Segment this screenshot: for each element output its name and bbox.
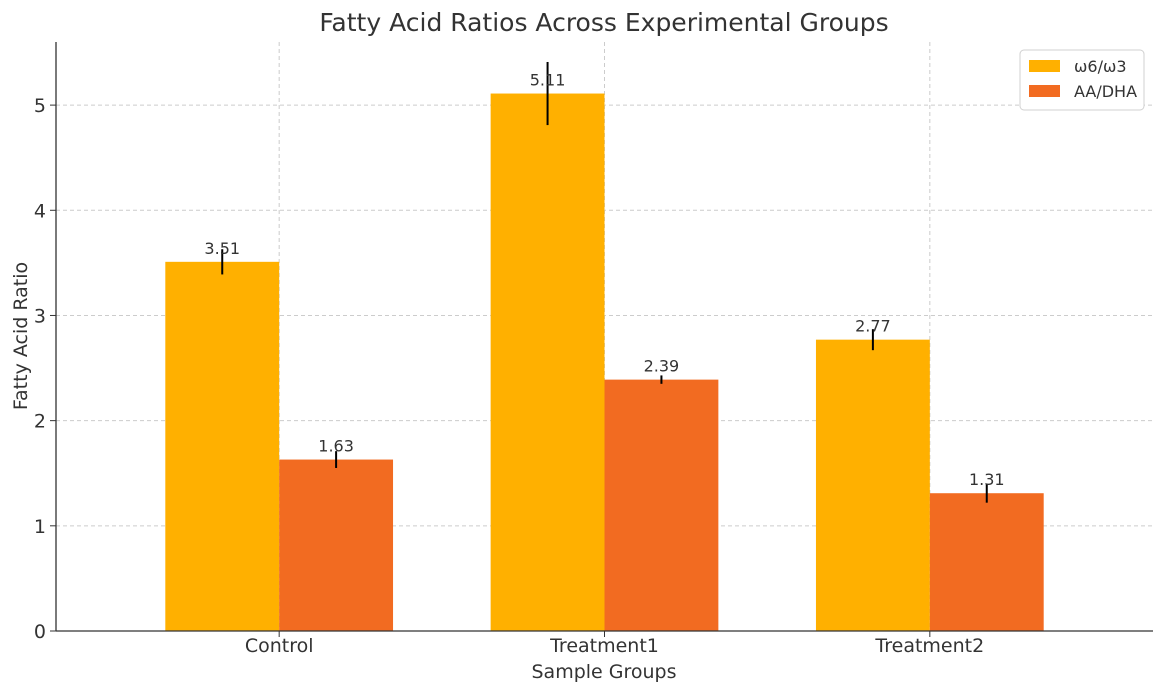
axes: 0 1 2 3 4 5 Control Treatment1 Treatment2 <box>34 42 1153 657</box>
y-tick-label: 5 <box>34 95 46 117</box>
data-label: 3.51 <box>204 239 240 258</box>
y-tick-label: 0 <box>34 621 46 643</box>
x-tick-label: Control <box>245 635 314 657</box>
bar <box>165 261 280 631</box>
legend-label: AA/DHA <box>1074 82 1137 101</box>
y-tick-label: 2 <box>34 411 46 433</box>
legend-swatch <box>1029 60 1060 72</box>
legend-label: ω6/ω3 <box>1074 57 1127 76</box>
data-label: 1.63 <box>318 437 354 456</box>
bar <box>279 459 394 631</box>
bar <box>929 493 1044 631</box>
y-tick-label: 4 <box>34 200 46 222</box>
data-label: 1.31 <box>969 470 1005 489</box>
y-tick-label: 3 <box>34 305 46 327</box>
y-tick-label: 1 <box>34 516 46 538</box>
bar <box>490 93 605 632</box>
legend: ω6/ω3 AA/DHA <box>1019 49 1145 111</box>
x-axis-label: Sample Groups <box>531 661 676 683</box>
bar <box>604 379 719 631</box>
legend-swatch <box>1029 85 1060 97</box>
y-axis-label: Fatty Acid Ratio <box>10 262 32 410</box>
x-tick-label: Treatment1 <box>549 635 659 657</box>
data-label: 2.77 <box>855 317 891 336</box>
chart-title: Fatty Acid Ratios Across Experimental Gr… <box>319 8 888 37</box>
data-label: 5.11 <box>530 71 566 90</box>
bars: 3.51 5.11 2.77 1.63 2.39 1.31 <box>165 61 1044 632</box>
bar <box>815 339 930 631</box>
x-tick-label: Treatment2 <box>874 635 984 657</box>
data-label: 2.39 <box>644 357 680 376</box>
